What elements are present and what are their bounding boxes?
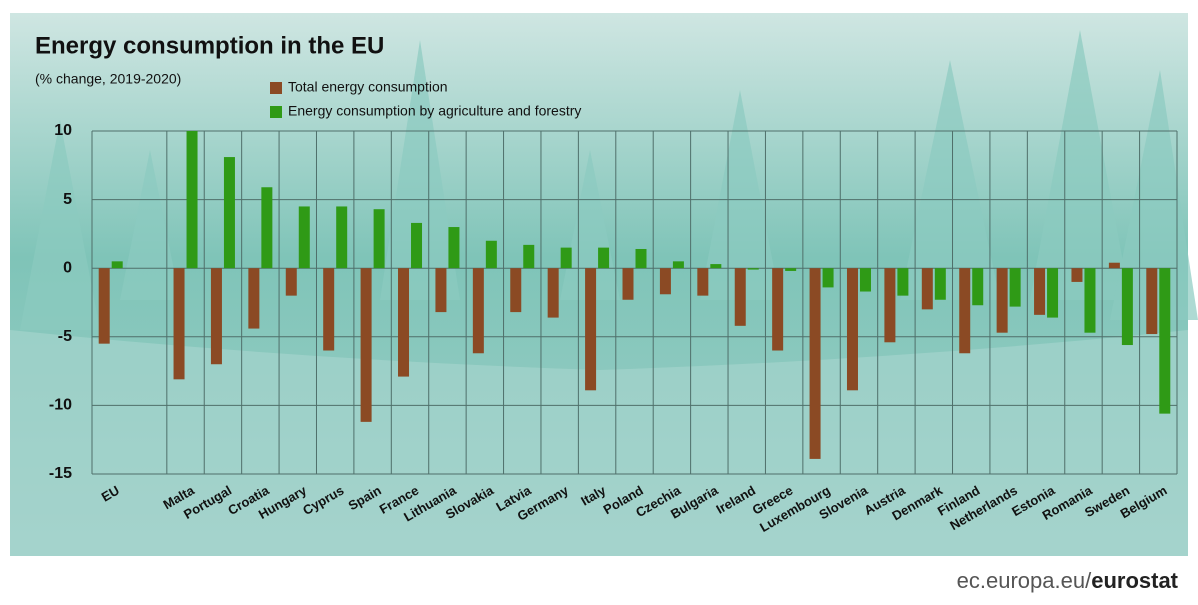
bar: [598, 248, 609, 269]
source-url: ec.europa.eu/: [957, 568, 1092, 593]
bar: [1084, 268, 1095, 332]
y-tick-label: 10: [54, 122, 72, 139]
chart: Energy consumption in the EU (% change, …: [0, 0, 1198, 605]
bar: [585, 268, 596, 390]
bar: [972, 268, 983, 305]
bar: [1047, 268, 1058, 317]
source-brand: eurostat: [1091, 568, 1178, 593]
bar: [248, 268, 259, 328]
bar: [299, 206, 310, 268]
bar: [486, 241, 497, 268]
bar: [785, 268, 796, 271]
bar: [1034, 268, 1045, 315]
bar: [847, 268, 858, 390]
legend-label: Energy consumption by agriculture and fo…: [288, 103, 581, 119]
y-tick-label: -5: [58, 328, 72, 345]
bar: [261, 187, 272, 268]
bar: [1159, 268, 1170, 413]
bar: [435, 268, 446, 312]
source: ec.europa.eu/eurostat: [957, 568, 1179, 593]
bar: [510, 268, 521, 312]
bar: [922, 268, 933, 309]
bar: [673, 261, 684, 268]
bar: [636, 249, 647, 268]
legend-swatch: [270, 106, 282, 118]
bar: [697, 268, 708, 295]
bar: [748, 268, 759, 269]
bar: [211, 268, 222, 364]
bar: [935, 268, 946, 300]
bar: [523, 245, 534, 268]
bar: [448, 227, 459, 268]
bar: [997, 268, 1008, 332]
bar: [99, 268, 110, 343]
bar: [810, 268, 821, 459]
y-tick-label: -10: [49, 397, 72, 414]
bar: [174, 268, 185, 379]
bar: [224, 157, 235, 268]
bar: [1071, 268, 1082, 282]
bar: [823, 268, 834, 287]
bar: [623, 268, 634, 300]
bar: [187, 131, 198, 268]
bar: [660, 268, 671, 294]
bar: [411, 223, 422, 268]
bar: [323, 268, 334, 350]
bar: [710, 264, 721, 268]
bar: [959, 268, 970, 353]
bar: [1010, 268, 1021, 306]
chart-title: Energy consumption in the EU: [35, 32, 384, 59]
bar: [860, 268, 871, 291]
bar: [112, 261, 123, 268]
bar: [336, 206, 347, 268]
bar: [1146, 268, 1157, 334]
bar: [1122, 268, 1133, 345]
bar: [1109, 263, 1120, 268]
bar: [361, 268, 372, 422]
bar: [286, 268, 297, 295]
bar: [473, 268, 484, 353]
y-tick-label: 0: [63, 259, 72, 276]
y-tick-label: 5: [63, 191, 72, 208]
bar: [735, 268, 746, 326]
legend-swatch: [270, 82, 282, 94]
y-tick-label: -15: [49, 465, 72, 482]
chart-subtitle: (% change, 2019-2020): [35, 71, 181, 87]
bar: [548, 268, 559, 317]
bar: [374, 209, 385, 268]
bar: [561, 248, 572, 269]
legend-label: Total energy consumption: [288, 79, 448, 95]
bar: [897, 268, 908, 295]
bar: [398, 268, 409, 376]
bar: [884, 268, 895, 342]
bar: [772, 268, 783, 350]
